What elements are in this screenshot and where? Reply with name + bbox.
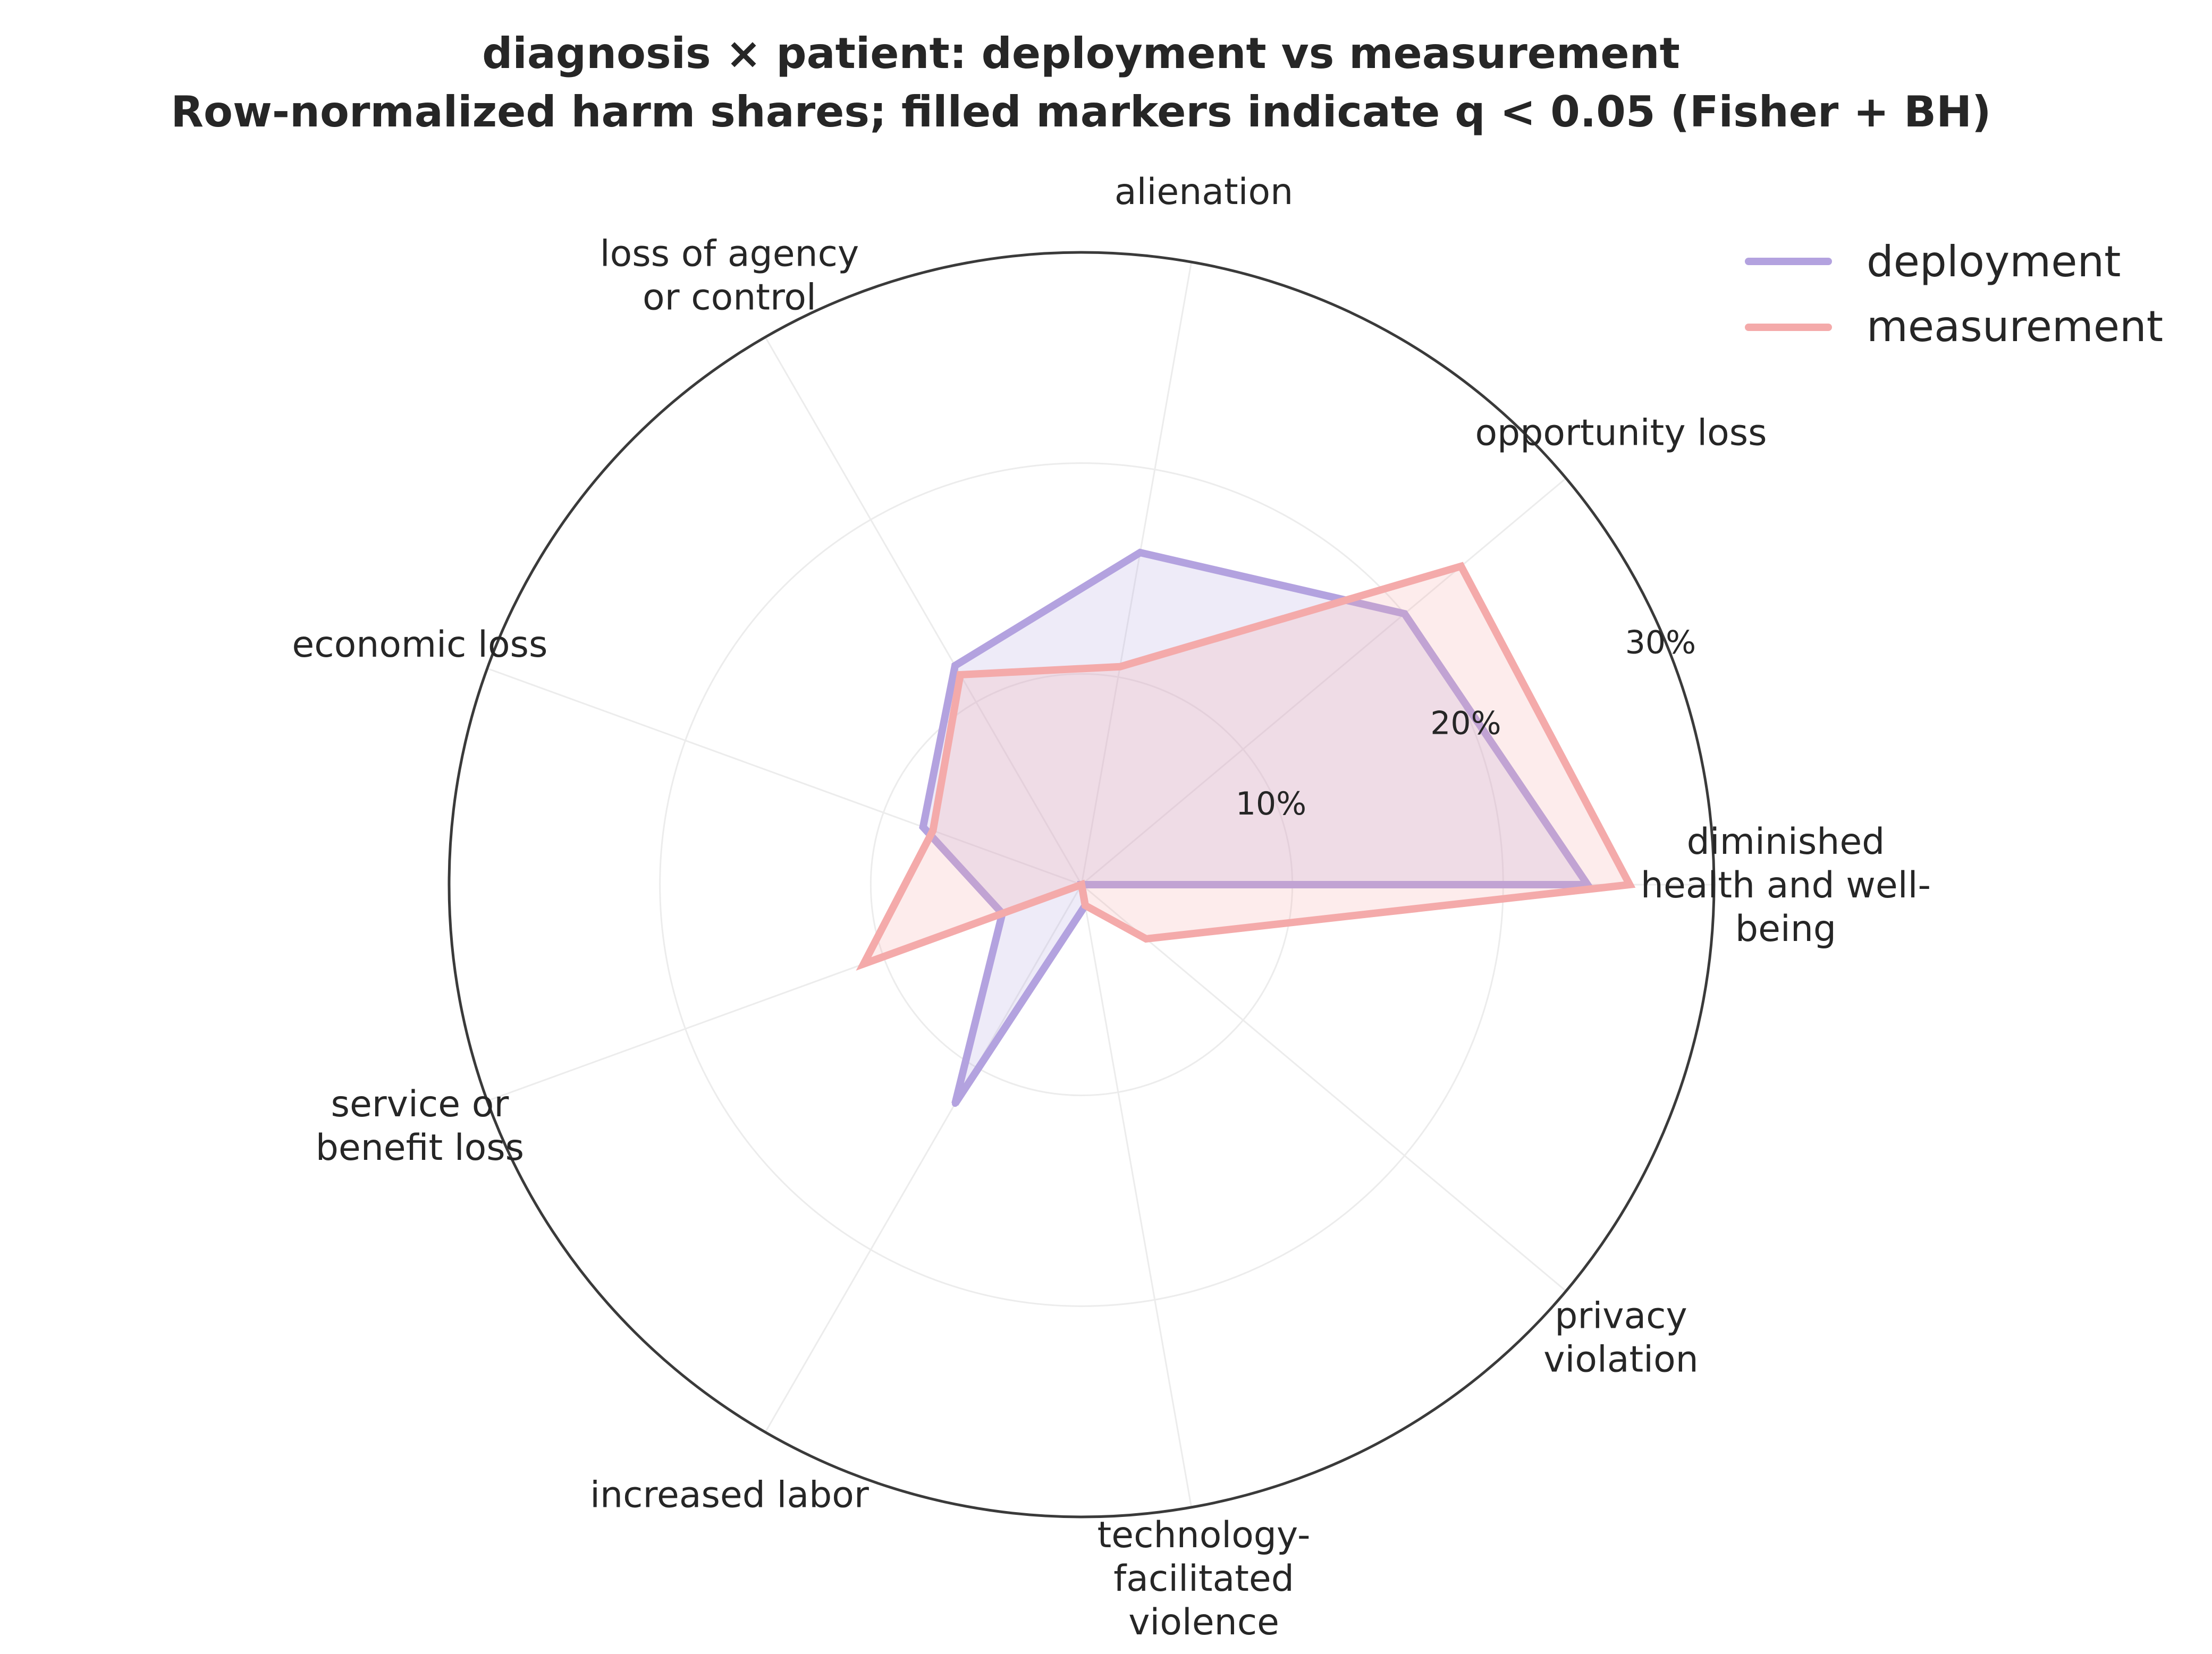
series-point-measurement-6 <box>860 961 867 968</box>
series-point-measurement-9 <box>1143 935 1150 942</box>
chart-title: diagnosis × patient: deployment vs measu… <box>482 29 1680 78</box>
axis-label-8: technology-facilitated violence <box>1097 1514 1311 1643</box>
series-layer <box>856 548 1636 1107</box>
r-tick-label-2: 20% <box>1430 705 1501 742</box>
axis-label-line: violation <box>1543 1339 1699 1381</box>
grid-spoke-3 <box>1080 261 1193 885</box>
polar-grid <box>448 251 1716 1519</box>
axis-label-line: or control <box>643 277 816 319</box>
axis-label-line: being <box>1735 908 1836 950</box>
axis-label-1: diminished health and well-being <box>1641 821 1931 950</box>
series-point-deployment-5 <box>919 824 926 830</box>
grid-spoke-2 <box>1081 477 1567 886</box>
axis-label-2: opportunity loss <box>1475 412 1767 454</box>
series-point-measurement-4 <box>957 671 964 678</box>
legend-label-measurement: measurement <box>1867 302 2163 351</box>
axis-label-6: service or benefit loss <box>316 1083 524 1169</box>
axis-label-line: opportunity loss <box>1475 412 1767 454</box>
axis-labels: diminished health and well-being opportuni… <box>292 171 1931 1643</box>
legend-label-deployment: deployment <box>1867 237 2121 286</box>
axis-label-4: loss of agency or control <box>600 233 859 319</box>
grid-spoke-8 <box>1080 884 1193 1508</box>
axis-label-7: increased labor <box>590 1474 869 1516</box>
grid-spoke-7 <box>764 884 1083 1433</box>
axis-label-line: technology- <box>1097 1514 1311 1556</box>
series-area-measurement <box>864 566 1630 964</box>
r-tick-label-1: 10% <box>1236 785 1306 822</box>
axis-label-line: economic loss <box>292 624 547 666</box>
r-tick-label-3: 30% <box>1625 624 1696 661</box>
series-line-measurement <box>856 562 1636 971</box>
grid-spoke-5 <box>487 667 1082 886</box>
series-point-measurement-1 <box>1626 881 1633 888</box>
axis-label-line: diminished <box>1687 821 1885 863</box>
grid-spoke-4 <box>764 336 1083 885</box>
chart-subtitle: Row-normalized harm shares; filled marke… <box>171 87 1991 137</box>
axis-label-line: benefit loss <box>316 1127 524 1169</box>
outer-ring <box>448 251 1716 1519</box>
series-point-measurement-2 <box>1458 563 1465 570</box>
series-point-measurement-7 <box>1078 881 1085 888</box>
series-point-measurement-5 <box>930 827 936 834</box>
series-point-measurement-8 <box>1082 902 1088 909</box>
series-point-deployment-3 <box>1137 549 1144 556</box>
series-point-deployment-4 <box>952 662 958 669</box>
axis-label-line: privacy <box>1555 1295 1687 1337</box>
axis-label-line: health and well- <box>1641 864 1931 906</box>
axis-label-line: alienation <box>1115 171 1293 213</box>
series-point-measurement-3 <box>1117 663 1124 670</box>
axis-label-3: alienation <box>1115 171 1293 213</box>
axis-label-5: economic loss <box>292 624 547 666</box>
axis-label-line: loss of agency <box>600 233 859 275</box>
grid-spoke-9 <box>1081 884 1567 1292</box>
axis-label-line: violence <box>1128 1601 1279 1643</box>
series-area-deployment <box>923 553 1588 1104</box>
axis-label-9: privacy violation <box>1543 1295 1699 1381</box>
legend: deployment measurement <box>1745 237 2163 351</box>
series-point-deployment-2 <box>1401 610 1408 617</box>
axis-label-line: service or <box>331 1083 509 1125</box>
axis-label-line: facilitated <box>1113 1558 1294 1600</box>
series-point-deployment-7 <box>952 1100 958 1107</box>
axis-label-line: increased labor <box>590 1474 869 1516</box>
radial-tick-labels: 10% 20% 30% <box>1236 624 1696 823</box>
